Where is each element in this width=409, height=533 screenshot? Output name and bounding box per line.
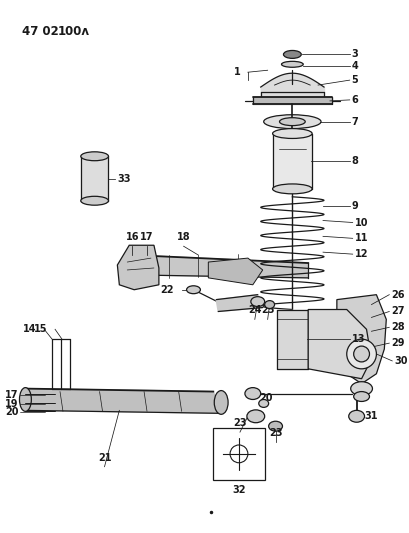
Text: 14: 14 [23, 324, 36, 334]
Polygon shape [216, 295, 262, 311]
Text: 8: 8 [351, 156, 358, 166]
Ellipse shape [258, 399, 268, 407]
Text: 23: 23 [268, 428, 282, 438]
Ellipse shape [272, 184, 311, 194]
Ellipse shape [214, 391, 227, 414]
Ellipse shape [268, 421, 282, 431]
Text: 4: 4 [351, 61, 357, 71]
Ellipse shape [353, 392, 369, 401]
Polygon shape [25, 389, 220, 413]
Text: 23: 23 [233, 418, 246, 428]
Polygon shape [208, 258, 262, 285]
Text: 18: 18 [176, 232, 190, 243]
Text: 25: 25 [260, 305, 274, 316]
Bar [213, 428, 264, 480]
Text: 16: 16 [125, 232, 139, 243]
Text: 12: 12 [354, 249, 367, 259]
Ellipse shape [353, 346, 369, 362]
Text: 30: 30 [393, 356, 407, 366]
Text: 26: 26 [390, 289, 404, 300]
Text: 17: 17 [140, 232, 153, 243]
Text: 27: 27 [390, 306, 404, 317]
Polygon shape [276, 310, 308, 369]
Text: 6: 6 [351, 95, 357, 105]
Ellipse shape [272, 128, 311, 139]
Text: 100ʌ: 100ʌ [58, 25, 90, 38]
Polygon shape [252, 97, 331, 104]
Text: 19: 19 [5, 399, 18, 409]
Text: 15: 15 [34, 324, 47, 334]
Text: 47 02: 47 02 [22, 25, 59, 38]
Polygon shape [336, 295, 385, 384]
Ellipse shape [350, 382, 371, 395]
Ellipse shape [281, 61, 303, 67]
Text: 32: 32 [231, 484, 245, 495]
Text: 7: 7 [351, 117, 357, 127]
Polygon shape [134, 255, 308, 278]
Ellipse shape [246, 410, 264, 423]
Polygon shape [81, 156, 108, 201]
Ellipse shape [20, 387, 31, 411]
Ellipse shape [279, 118, 304, 126]
Text: 20: 20 [258, 393, 272, 403]
Text: 17: 17 [5, 390, 18, 400]
Text: 9: 9 [351, 201, 357, 211]
Ellipse shape [348, 410, 364, 422]
Ellipse shape [244, 387, 260, 399]
Ellipse shape [186, 286, 200, 294]
Text: 31: 31 [364, 411, 377, 421]
Ellipse shape [346, 339, 375, 369]
Text: 5: 5 [351, 75, 357, 85]
Text: 29: 29 [390, 338, 404, 348]
Text: 20: 20 [5, 407, 18, 417]
Text: 1: 1 [234, 67, 240, 77]
Text: 33: 33 [117, 174, 130, 184]
Polygon shape [117, 245, 159, 290]
Text: 24: 24 [247, 305, 261, 316]
Ellipse shape [263, 115, 320, 128]
Text: 3: 3 [351, 50, 357, 59]
Ellipse shape [250, 297, 264, 306]
Ellipse shape [81, 152, 108, 161]
Ellipse shape [283, 51, 301, 59]
Text: 22: 22 [160, 285, 173, 295]
Text: 10: 10 [354, 217, 367, 228]
Polygon shape [272, 134, 311, 189]
Text: 21: 21 [97, 453, 111, 463]
Ellipse shape [81, 196, 108, 205]
Text: 28: 28 [390, 322, 404, 332]
Text: 13: 13 [351, 334, 364, 344]
Polygon shape [308, 310, 371, 379]
Text: 11: 11 [354, 233, 367, 244]
Ellipse shape [264, 301, 274, 309]
